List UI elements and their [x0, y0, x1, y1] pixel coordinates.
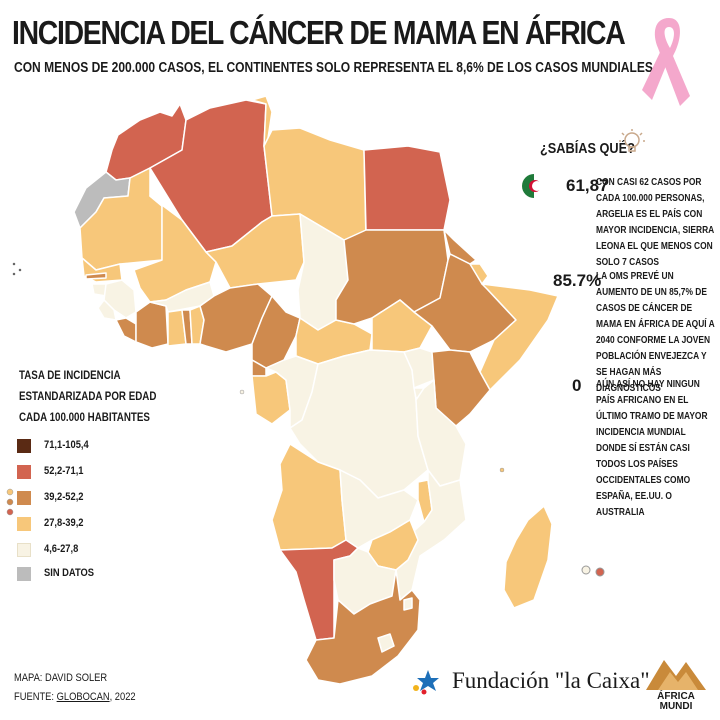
region-sierra-leone [97, 299, 117, 321]
source-link[interactable]: GLOBOCAN [56, 691, 110, 703]
fact-3-text: AÚN ASÍ NO HAY NINGUN PAÍS AFRICANO EN E… [596, 378, 708, 518]
region-mauritius [595, 567, 605, 577]
region-lesotho [377, 633, 395, 653]
region-cape-verde-islands [11, 271, 17, 277]
region-south-africa [305, 569, 421, 685]
region-gabon [251, 371, 291, 425]
region-eswatini [403, 597, 413, 611]
region-djibouti [469, 263, 489, 285]
legend-title: TASA DE INCIDENCIA ESTANDARIZADA POR EDA… [19, 370, 157, 424]
africa-mundi-logo: ÁFRICA MUNDI [642, 654, 710, 714]
fact-2-number: 85.7% [553, 271, 602, 290]
fact-1-text: CON CASI 62 CASOS POR CADA 100.000 PERSO… [596, 176, 714, 268]
facts-title: ¿SABÍAS QUÉ? [540, 140, 635, 157]
fundacion-la-caixa-logo: Fundación "la Caixa" [408, 666, 650, 696]
page-title: INCIDENCIA DEL CÁNCER DE MAMA EN ÁFRICA [12, 14, 626, 51]
region-sao-tome [239, 389, 245, 395]
fact-1-number: 61,87 [566, 176, 609, 195]
page-subtitle: CON MENOS DE 200.000 CASOS, EL CONTINENT… [14, 60, 653, 76]
region-comoros [499, 467, 505, 473]
source-credit: FUENTE: GLOBOCAN, 2022 [14, 691, 136, 703]
algeria-flag-icon [522, 174, 546, 198]
pink-ribbon-icon [642, 18, 690, 106]
fact-2-text: LA OMS PREVÉ UN AUMENTO DE UN 85,7% DE C… [596, 270, 715, 394]
region-liberia [115, 317, 137, 343]
region-cameroon [251, 295, 301, 369]
caixa-star-icon [413, 670, 439, 695]
lightbulb-icon [619, 129, 645, 152]
region-egypt [363, 145, 451, 231]
region-ivory-coast [135, 301, 169, 349]
region-gambia [85, 272, 107, 280]
region-eritrea [443, 229, 477, 265]
region-reunion [581, 565, 591, 575]
map-credit: MAPA: DAVID SOLER [14, 672, 108, 684]
region-madagascar [503, 505, 553, 609]
fact-3-number: 0 [572, 376, 582, 395]
